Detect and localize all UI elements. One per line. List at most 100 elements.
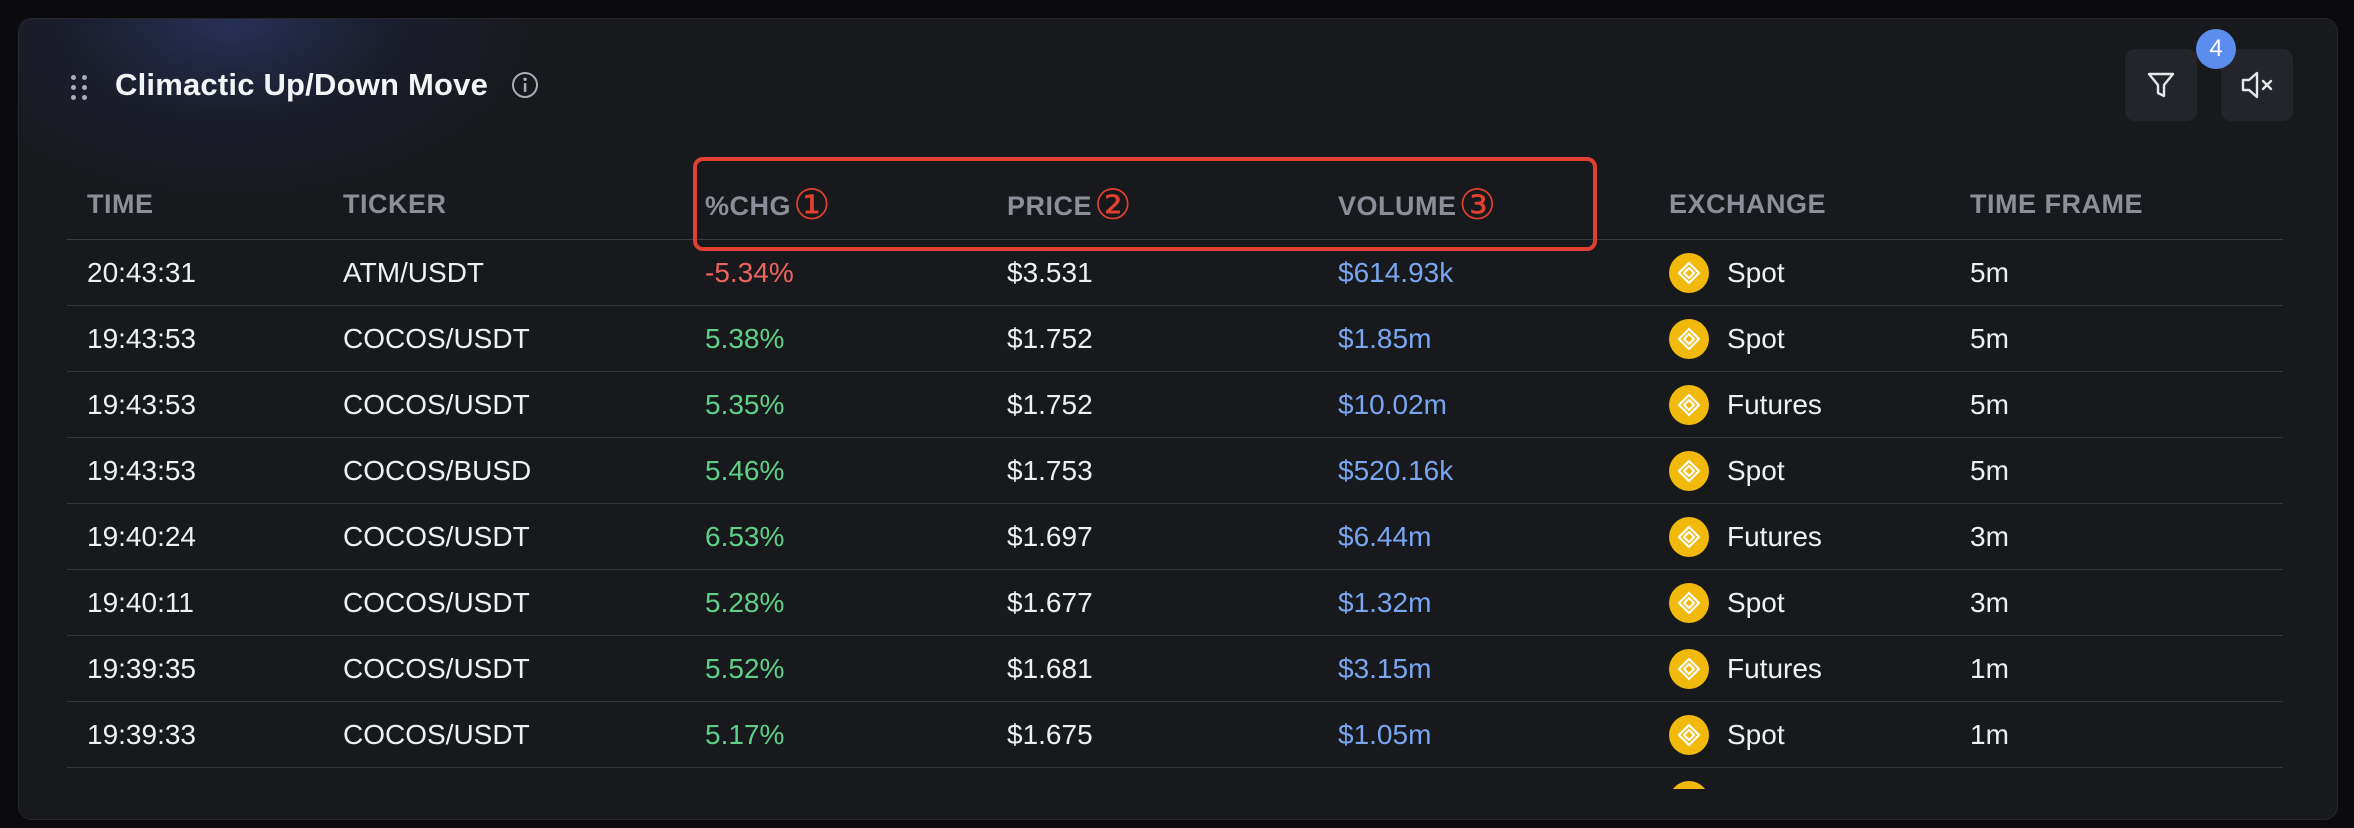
cell-volume: $3.15m	[1318, 635, 1649, 702]
exchange-label: Spot	[1727, 586, 1785, 618]
cell-volume: $1.85m	[1318, 305, 1649, 372]
panel-header: Climactic Up/Down Move	[19, 19, 2337, 139]
exchange-label: Spot	[1727, 454, 1785, 486]
exchange-label: Futures	[1727, 388, 1822, 420]
cell-ticker[interactable]: COCOS/USDT	[323, 569, 685, 636]
info-icon[interactable]	[511, 71, 539, 99]
table-row[interactable]: 19:39:33 COCOS/USDT 5.17% $1.675 $1.05m Spot 1…	[67, 701, 2283, 768]
cell-chg: 5.52%	[685, 635, 987, 702]
cell-timeframe: 3m	[1950, 569, 2283, 636]
cell-price: $3.531	[987, 239, 1318, 306]
cell-timeframe: 1m	[1950, 701, 2283, 768]
cell-chg: 6.53%	[685, 503, 987, 570]
column-header-timeframe[interactable]: TIME FRAME	[1950, 169, 2283, 240]
table-row[interactable]: 20:43:31 ATM/USDT -5.34% $3.531 $614.93k Spot…	[67, 239, 2283, 306]
cell-time: 19:43:53	[67, 305, 323, 372]
table-row[interactable]: 19:40:11 COCOS/USDT 5.28% $1.677 $1.32m Spot 3…	[67, 569, 2283, 636]
column-header-chg[interactable]: %CHG①	[685, 169, 987, 240]
column-header-ticker[interactable]: TICKER	[323, 169, 685, 240]
cell-price: $1.752	[987, 371, 1318, 438]
cell-exchange: Futures	[1649, 503, 1950, 570]
cell-ticker[interactable]: COCOS/USDT	[323, 701, 685, 768]
cell-timeframe: 5m	[1950, 239, 2283, 306]
cell-chg: 5.35%	[685, 371, 987, 438]
cell-price: $1.681	[987, 635, 1318, 702]
binance-icon	[1669, 384, 1709, 425]
filter-button[interactable]	[2125, 49, 2197, 121]
cell-exchange: Spot	[1649, 305, 1950, 372]
table-row[interactable]: 19:43:53 COCOS/USDT 5.38% $1.752 $1.85m Spot 5…	[67, 305, 2283, 372]
column-header-price[interactable]: PRICE②	[987, 169, 1318, 240]
cell-exchange: Futures	[1649, 635, 1950, 702]
cell-time: 19:39:35	[67, 635, 323, 702]
cell-exchange: Futures	[1649, 371, 1950, 438]
cell-time: 19:43:53	[67, 437, 323, 504]
cell-price: $1.697	[987, 503, 1318, 570]
cell-time: 19:40:11	[67, 569, 323, 636]
cell-ticker[interactable]: COCOS/USDT	[323, 503, 685, 570]
cell-chg: 5.38%	[685, 305, 987, 372]
panel-title: Climactic Up/Down Move	[115, 67, 489, 102]
cell-volume: $1.05m	[1318, 701, 1649, 768]
cell-timeframe: 1m	[1950, 635, 2283, 702]
cell-time: 19:39:33	[67, 701, 323, 768]
binance-icon	[1669, 252, 1709, 293]
exchange-label: Spot	[1727, 256, 1785, 288]
cell-chg: 5.46%	[685, 437, 987, 504]
exchange-label: Futures	[1727, 520, 1822, 552]
binance-icon	[1669, 648, 1709, 689]
filter-count-badge: 4	[2196, 29, 2236, 69]
cell-chg: -5.34%	[685, 239, 987, 306]
drag-handle-icon[interactable]	[71, 75, 87, 105]
alert-panel: Climactic Up/Down Move TIME	[18, 18, 2338, 820]
cell-volume: $1.32m	[1318, 569, 1649, 636]
cell-time: 19:40:24	[67, 503, 323, 570]
table-row-partial	[67, 767, 2283, 789]
binance-icon	[1669, 714, 1709, 755]
column-header-exchange[interactable]: EXCHANGE	[1649, 169, 1950, 240]
cell-time: 19:43:53	[67, 371, 323, 438]
cell-price: $1.677	[987, 569, 1318, 636]
binance-icon	[1669, 582, 1709, 623]
alerts-table-container[interactable]: TIME TICKER %CHG① PRICE② VOLUME③ EXCHANG…	[67, 169, 2283, 789]
cell-ticker[interactable]: COCOS/USDT	[323, 371, 685, 438]
cell-timeframe: 5m	[1950, 371, 2283, 438]
cell-ticker[interactable]: COCOS/USDT	[323, 305, 685, 372]
cell-exchange: Spot	[1649, 701, 1950, 768]
annotation-marker-3: ③	[1458, 180, 1497, 228]
cell-timeframe: 3m	[1950, 503, 2283, 570]
cell-timeframe: 5m	[1950, 305, 2283, 372]
binance-icon	[1669, 780, 1709, 789]
cell-exchange: Spot	[1649, 437, 1950, 504]
binance-icon	[1669, 516, 1709, 557]
exchange-label: Spot	[1727, 718, 1785, 750]
cell-price: $1.752	[987, 305, 1318, 372]
cell-volume: $6.44m	[1318, 503, 1649, 570]
annotation-marker-1: ①	[793, 180, 832, 228]
table-row[interactable]: 19:39:35 COCOS/USDT 5.52% $1.681 $3.15m Futur…	[67, 635, 2283, 702]
annotation-marker-2: ②	[1094, 180, 1133, 228]
cell-volume: $10.02m	[1318, 371, 1649, 438]
cell-chg: 5.28%	[685, 569, 987, 636]
table-row[interactable]: 19:40:24 COCOS/USDT 6.53% $1.697 $6.44m Futur…	[67, 503, 2283, 570]
cell-price: $1.753	[987, 437, 1318, 504]
alerts-table: TIME TICKER %CHG① PRICE② VOLUME③ EXCHANG…	[67, 169, 2283, 789]
cell-time: 20:43:31	[67, 239, 323, 306]
table-row[interactable]: 19:43:53 COCOS/USDT 5.35% $1.752 $10.02m Futu…	[67, 371, 2283, 438]
table-row[interactable]: 19:43:53 COCOS/BUSD 5.46% $1.753 $520.16k Spo…	[67, 437, 2283, 504]
cell-ticker[interactable]: COCOS/USDT	[323, 635, 685, 702]
table-body: 20:43:31 ATM/USDT -5.34% $3.531 $614.93k Spot…	[67, 239, 2283, 789]
cell-ticker[interactable]: COCOS/BUSD	[323, 437, 685, 504]
cell-chg: 5.17%	[685, 701, 987, 768]
column-header-time[interactable]: TIME	[67, 169, 323, 240]
column-header-volume[interactable]: VOLUME③	[1318, 169, 1649, 240]
mute-button[interactable]	[2221, 49, 2293, 121]
cell-ticker[interactable]: ATM/USDT	[323, 239, 685, 306]
binance-icon	[1669, 450, 1709, 491]
binance-icon	[1669, 318, 1709, 359]
filter-icon	[2147, 72, 2175, 98]
cell-exchange: Spot	[1649, 569, 1950, 636]
cell-exchange: Spot	[1649, 239, 1950, 306]
cell-volume: $520.16k	[1318, 437, 1649, 504]
volume-mute-icon	[2241, 71, 2273, 99]
